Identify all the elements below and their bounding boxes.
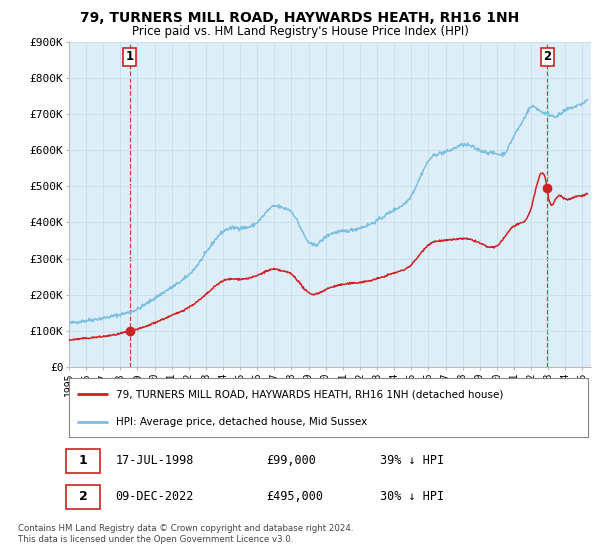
- Text: £495,000: £495,000: [266, 491, 323, 503]
- Text: 17-JUL-1998: 17-JUL-1998: [116, 454, 194, 467]
- Text: This data is licensed under the Open Government Licence v3.0.: This data is licensed under the Open Gov…: [18, 534, 293, 544]
- Text: 30% ↓ HPI: 30% ↓ HPI: [380, 491, 445, 503]
- Text: 1: 1: [125, 50, 134, 63]
- Text: Contains HM Land Registry data © Crown copyright and database right 2024.: Contains HM Land Registry data © Crown c…: [18, 524, 353, 533]
- Text: 79, TURNERS MILL ROAD, HAYWARDS HEATH, RH16 1NH (detached house): 79, TURNERS MILL ROAD, HAYWARDS HEATH, R…: [116, 389, 503, 399]
- Text: 79, TURNERS MILL ROAD, HAYWARDS HEATH, RH16 1NH: 79, TURNERS MILL ROAD, HAYWARDS HEATH, R…: [80, 11, 520, 25]
- Text: 39% ↓ HPI: 39% ↓ HPI: [380, 454, 445, 467]
- Text: 09-DEC-2022: 09-DEC-2022: [116, 491, 194, 503]
- Text: £99,000: £99,000: [266, 454, 316, 467]
- Text: Price paid vs. HM Land Registry's House Price Index (HPI): Price paid vs. HM Land Registry's House …: [131, 25, 469, 38]
- Text: 1: 1: [79, 454, 88, 467]
- FancyBboxPatch shape: [67, 449, 100, 473]
- FancyBboxPatch shape: [67, 485, 100, 509]
- Text: HPI: Average price, detached house, Mid Sussex: HPI: Average price, detached house, Mid …: [116, 417, 367, 427]
- Text: 2: 2: [543, 50, 551, 63]
- Text: 2: 2: [79, 491, 88, 503]
